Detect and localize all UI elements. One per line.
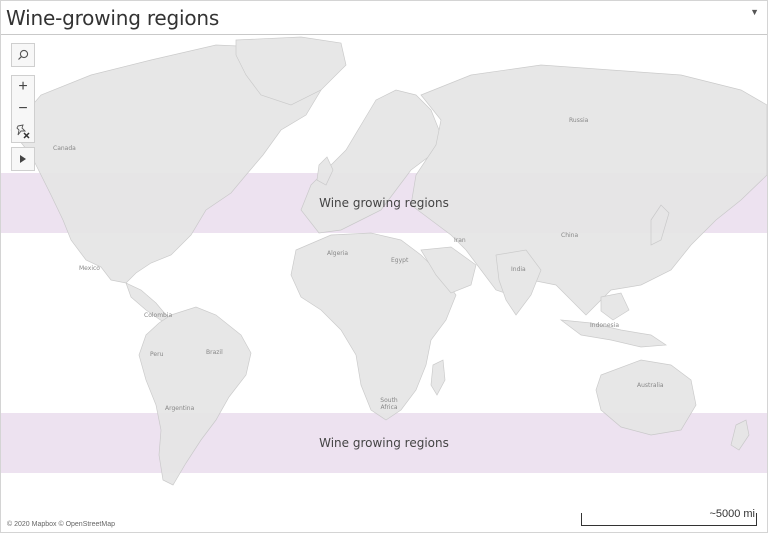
map-search-control[interactable] <box>11 43 35 67</box>
zoom-out-button[interactable]: − <box>18 100 28 117</box>
australia <box>595 359 697 436</box>
india <box>495 249 542 316</box>
country-label-india: India <box>511 266 526 273</box>
scale-label: ~5000 mi <box>709 508 755 520</box>
country-label-argentina: Argentina <box>165 405 195 412</box>
asia <box>410 64 767 316</box>
scale-bar <box>581 513 757 526</box>
map-zoom-control[interactable]: + − <box>11 75 35 143</box>
country-label-mexico: Mexico <box>79 265 100 272</box>
country-label-peru: Peru <box>150 351 164 358</box>
uk <box>316 156 334 186</box>
land-masses <box>10 36 767 486</box>
africa <box>290 232 457 421</box>
arabia <box>420 246 477 294</box>
world-map[interactable]: Russia Canada Mexico Algeria Egypt Iran … <box>1 35 767 532</box>
pin-reset-icon[interactable] <box>12 120 34 142</box>
country-label-algeria: Algeria <box>327 250 349 257</box>
play-icon[interactable] <box>12 148 34 170</box>
country-label-egypt: Egypt <box>391 257 409 264</box>
search-icon[interactable] <box>12 44 34 66</box>
zoom-in-button[interactable]: + <box>18 78 28 95</box>
country-label-china: China <box>561 232 579 239</box>
south-america <box>138 306 252 486</box>
country-label-russia: Russia <box>569 117 589 124</box>
borneo <box>600 292 630 321</box>
japan <box>650 204 670 246</box>
country-label-iran: Iran <box>454 237 466 244</box>
new-zealand <box>730 419 750 451</box>
map-attribution[interactable]: © 2020 Mapbox © OpenStreetMap <box>7 521 115 528</box>
caret-down-icon[interactable]: ▼ <box>750 7 759 17</box>
map-toolbar-expand[interactable] <box>11 147 35 171</box>
country-label-colombia: Colombia <box>144 312 173 319</box>
wine-band-south-label: Wine growing regions <box>319 436 449 450</box>
country-label-indonesia: Indonesia <box>590 322 620 329</box>
europe <box>300 89 442 234</box>
country-label-brazil: Brazil <box>206 349 223 356</box>
title-bar[interactable]: Wine-growing regions ▼ <box>1 1 767 35</box>
country-label-south-africa: South Africa <box>380 397 398 411</box>
greenland <box>235 36 347 106</box>
country-label-australia: Australia <box>637 382 664 389</box>
country-label-canada: Canada <box>53 145 76 152</box>
map-canvas[interactable] <box>1 35 767 532</box>
map-title: Wine-growing regions <box>6 6 220 30</box>
wine-band-north-label: Wine growing regions <box>319 196 449 210</box>
indonesia <box>559 319 668 348</box>
madagascar <box>430 359 446 396</box>
